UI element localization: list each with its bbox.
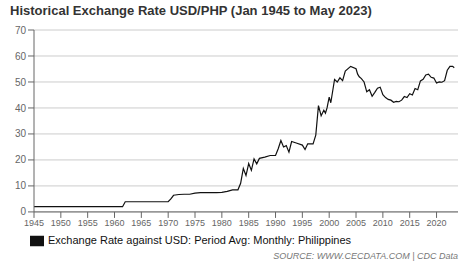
svg-text:30: 30 [15, 128, 27, 139]
svg-text:2005: 2005 [346, 218, 366, 228]
svg-text:1980: 1980 [212, 218, 232, 228]
svg-text:1960: 1960 [104, 218, 124, 228]
svg-text:1965: 1965 [131, 218, 151, 228]
svg-text:1995: 1995 [292, 218, 312, 228]
svg-text:1985: 1985 [239, 218, 259, 228]
svg-text:2000: 2000 [319, 218, 339, 228]
svg-text:1990: 1990 [266, 218, 286, 228]
svg-text:2010: 2010 [373, 218, 393, 228]
svg-text:2015: 2015 [400, 218, 420, 228]
svg-text:40: 40 [15, 103, 27, 114]
svg-text:70: 70 [15, 25, 27, 36]
html-text:Historical Exchange Rate USD/P: Historical Exchange Rate USD/PHP (Jan 19… [10, 3, 372, 18]
svg-text:20: 20 [15, 154, 27, 165]
svg-text:1970: 1970 [158, 218, 178, 228]
html-text:SOURCE: WWW.CECDATA.COM | CDC: SOURCE: WWW.CECDATA.COM | CDC Data [273, 251, 458, 261]
svg-text:2020: 2020 [427, 218, 447, 228]
svg-text:10: 10 [15, 180, 27, 191]
svg-text:1945: 1945 [24, 218, 44, 228]
svg-text:1950: 1950 [51, 218, 71, 228]
html-text:Exchange Rate against USD: Per: Exchange Rate against USD: Period Avg: M… [48, 233, 352, 246]
svg-text:1975: 1975 [185, 218, 205, 228]
svg-text:1955: 1955 [78, 218, 98, 228]
svg-text:50: 50 [15, 77, 27, 88]
svg-text:60: 60 [15, 51, 27, 62]
svg-text:0: 0 [20, 206, 26, 217]
